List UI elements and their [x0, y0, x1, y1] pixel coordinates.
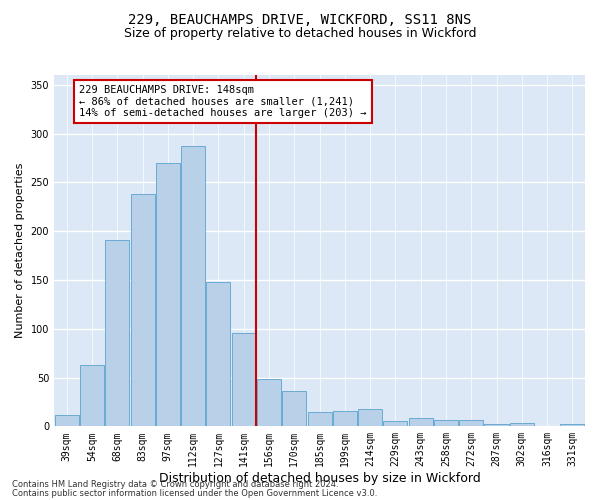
- Bar: [181, 146, 205, 426]
- Text: Contains HM Land Registry data © Crown copyright and database right 2024.: Contains HM Land Registry data © Crown c…: [12, 480, 338, 489]
- Bar: [55, 414, 79, 426]
- Text: Size of property relative to detached houses in Wickford: Size of property relative to detached ho…: [124, 28, 476, 40]
- Bar: [358, 409, 382, 426]
- Text: 229, BEAUCHAMPS DRIVE, WICKFORD, SS11 8NS: 229, BEAUCHAMPS DRIVE, WICKFORD, SS11 8N…: [128, 12, 472, 26]
- Bar: [80, 365, 104, 426]
- Bar: [383, 422, 407, 426]
- Bar: [484, 424, 509, 426]
- X-axis label: Distribution of detached houses by size in Wickford: Distribution of detached houses by size …: [158, 472, 481, 485]
- Bar: [156, 163, 180, 426]
- Y-axis label: Number of detached properties: Number of detached properties: [15, 163, 25, 338]
- Bar: [434, 420, 458, 426]
- Text: 229 BEAUCHAMPS DRIVE: 148sqm
← 86% of detached houses are smaller (1,241)
14% of: 229 BEAUCHAMPS DRIVE: 148sqm ← 86% of de…: [79, 85, 367, 118]
- Bar: [257, 380, 281, 426]
- Text: Contains public sector information licensed under the Open Government Licence v3: Contains public sector information licen…: [12, 489, 377, 498]
- Bar: [560, 424, 584, 426]
- Bar: [206, 282, 230, 426]
- Bar: [409, 418, 433, 426]
- Bar: [232, 332, 256, 426]
- Bar: [282, 391, 306, 426]
- Bar: [105, 240, 129, 426]
- Bar: [131, 194, 155, 426]
- Bar: [333, 410, 357, 426]
- Bar: [510, 424, 534, 426]
- Bar: [459, 420, 483, 426]
- Bar: [308, 412, 332, 426]
